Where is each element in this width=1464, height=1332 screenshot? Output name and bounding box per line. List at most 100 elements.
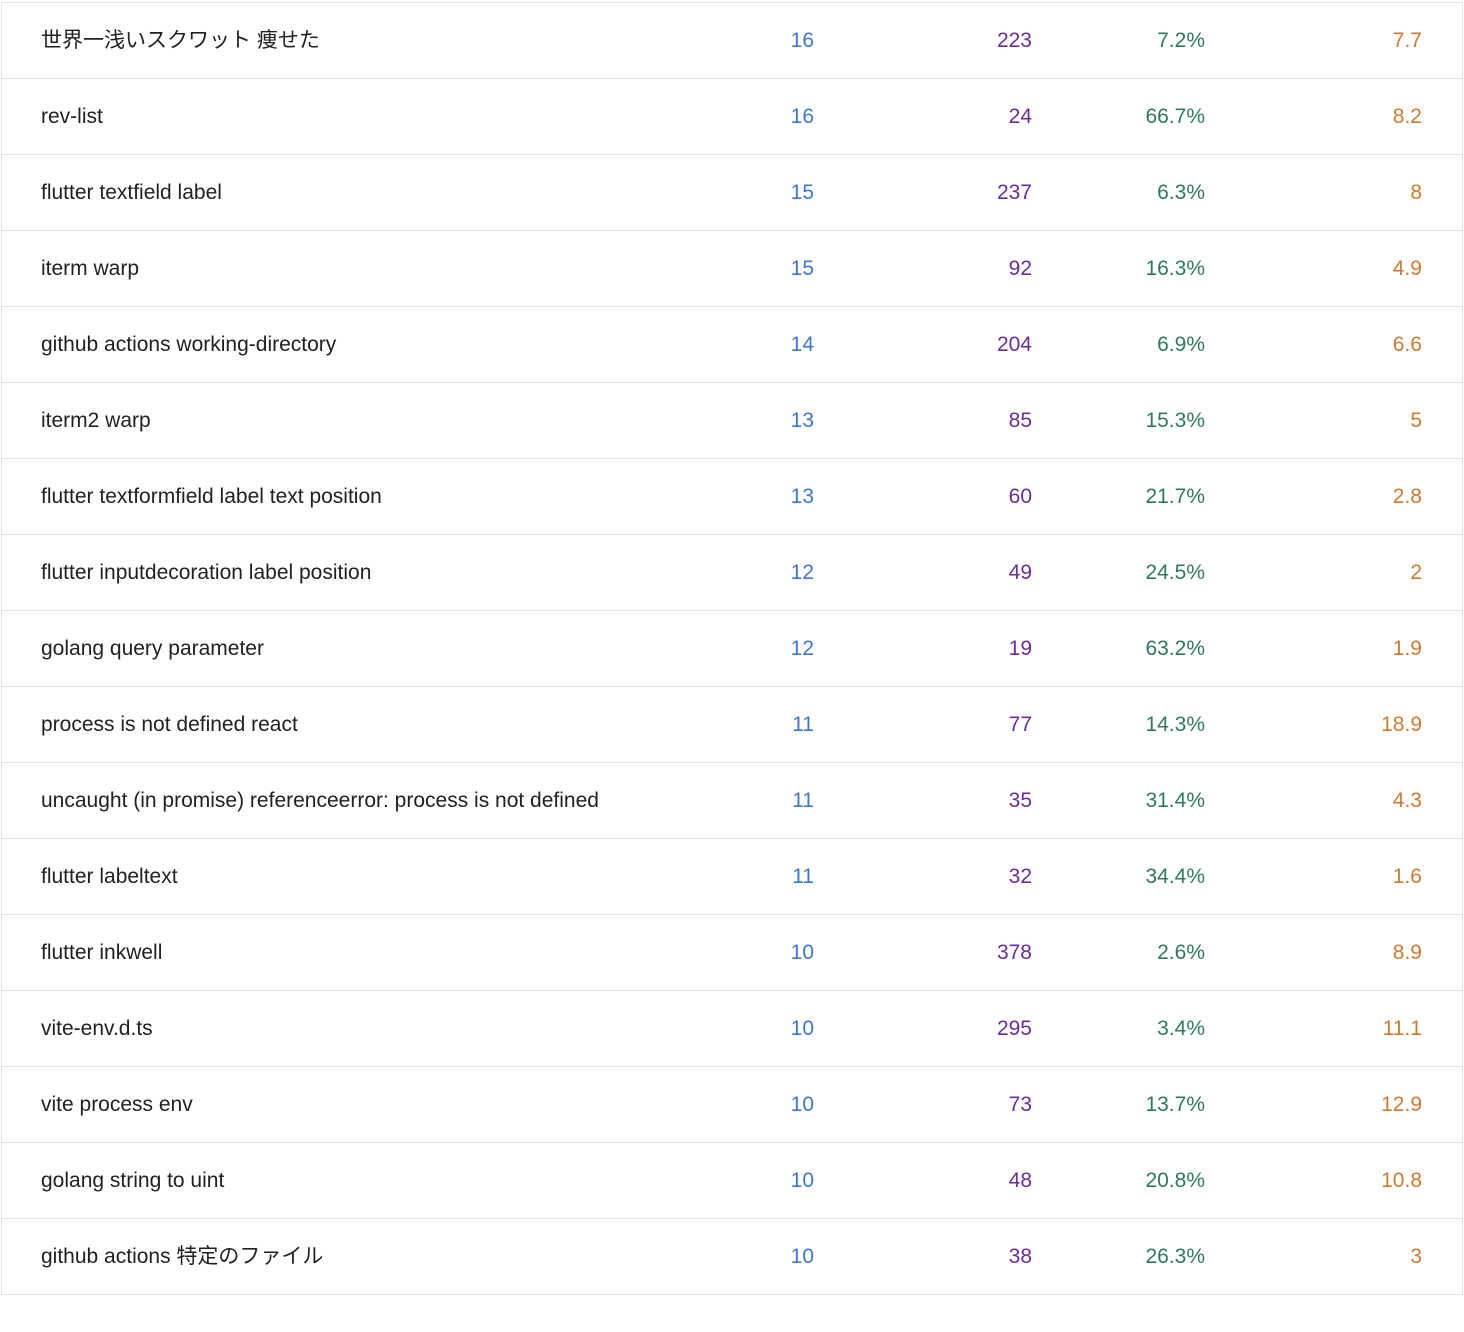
query-row[interactable]: flutter inputdecoration label position 12… bbox=[2, 534, 1462, 611]
position-cell: 2 bbox=[1205, 534, 1462, 611]
impressions-cell: 19 bbox=[814, 610, 1032, 687]
query-row[interactable]: rev-list 16 24 66.7% 8.2 bbox=[2, 78, 1462, 155]
query-cell: flutter textfield label bbox=[2, 154, 602, 231]
ctr-cell: 63.2% bbox=[1032, 610, 1205, 687]
impressions-cell: 48 bbox=[814, 1142, 1032, 1219]
query-table: 世界一浅いスクワット 痩せた 16 223 7.2% 7.7 rev-list 16 24 66… bbox=[1, 2, 1463, 1295]
ctr-cell: 2.6% bbox=[1032, 914, 1205, 991]
impressions-cell: 38 bbox=[814, 1218, 1032, 1295]
impressions-cell: 49 bbox=[814, 534, 1032, 611]
query-cell: process is not defined react bbox=[2, 686, 602, 763]
impressions-cell: 204 bbox=[814, 306, 1032, 383]
query-row[interactable]: vite-env.d.ts 10 295 3.4% 11.1 bbox=[2, 990, 1462, 1067]
ctr-cell: 26.3% bbox=[1032, 1218, 1205, 1295]
query-row[interactable]: vite process env 10 73 13.7% 12.9 bbox=[2, 1066, 1462, 1143]
position-cell: 2.8 bbox=[1205, 458, 1462, 535]
impressions-cell: 92 bbox=[814, 230, 1032, 307]
query-cell: rev-list bbox=[2, 78, 602, 155]
impressions-cell: 77 bbox=[814, 686, 1032, 763]
ctr-cell: 14.3% bbox=[1032, 686, 1205, 763]
impressions-cell: 295 bbox=[814, 990, 1032, 1067]
clicks-cell: 10 bbox=[602, 1142, 814, 1219]
position-cell: 4.3 bbox=[1205, 762, 1462, 839]
ctr-cell: 20.8% bbox=[1032, 1142, 1205, 1219]
query-row[interactable]: iterm warp 15 92 16.3% 4.9 bbox=[2, 230, 1462, 307]
query-cell: golang string to uint bbox=[2, 1142, 602, 1219]
query-row[interactable]: iterm2 warp 13 85 15.3% 5 bbox=[2, 382, 1462, 459]
impressions-cell: 35 bbox=[814, 762, 1032, 839]
ctr-cell: 34.4% bbox=[1032, 838, 1205, 915]
query-row[interactable]: github actions 特定のファイル 10 38 26.3% 3 bbox=[2, 1218, 1462, 1295]
ctr-cell: 21.7% bbox=[1032, 458, 1205, 535]
clicks-cell: 12 bbox=[602, 534, 814, 611]
position-cell: 1.9 bbox=[1205, 610, 1462, 687]
position-cell: 1.6 bbox=[1205, 838, 1462, 915]
position-cell: 10.8 bbox=[1205, 1142, 1462, 1219]
ctr-cell: 6.3% bbox=[1032, 154, 1205, 231]
query-row[interactable]: golang string to uint 10 48 20.8% 10.8 bbox=[2, 1142, 1462, 1219]
position-cell: 4.9 bbox=[1205, 230, 1462, 307]
clicks-cell: 11 bbox=[602, 838, 814, 915]
ctr-cell: 13.7% bbox=[1032, 1066, 1205, 1143]
clicks-cell: 11 bbox=[602, 686, 814, 763]
query-cell: golang query parameter bbox=[2, 610, 602, 687]
impressions-cell: 85 bbox=[814, 382, 1032, 459]
query-row[interactable]: flutter labeltext 11 32 34.4% 1.6 bbox=[2, 838, 1462, 915]
ctr-cell: 66.7% bbox=[1032, 78, 1205, 155]
ctr-cell: 16.3% bbox=[1032, 230, 1205, 307]
query-cell: flutter inputdecoration label position bbox=[2, 534, 602, 611]
ctr-cell: 31.4% bbox=[1032, 762, 1205, 839]
query-row[interactable]: github actions working-directory 14 204 6.9… bbox=[2, 306, 1462, 383]
position-cell: 18.9 bbox=[1205, 686, 1462, 763]
query-cell: flutter textformfield label text positio… bbox=[2, 458, 602, 535]
table-body: 世界一浅いスクワット 痩せた 16 223 7.2% 7.7 rev-list 16 24 66… bbox=[2, 3, 1462, 1295]
table: 世界一浅いスクワット 痩せた 16 223 7.2% 7.7 rev-list 16 24 66… bbox=[2, 3, 1462, 1295]
query-row[interactable]: process is not defined react 11 77 14.3% 18.… bbox=[2, 686, 1462, 763]
impressions-cell: 73 bbox=[814, 1066, 1032, 1143]
ctr-cell: 6.9% bbox=[1032, 306, 1205, 383]
clicks-cell: 16 bbox=[602, 3, 814, 79]
position-cell: 3 bbox=[1205, 1218, 1462, 1295]
clicks-cell: 10 bbox=[602, 914, 814, 991]
ctr-cell: 7.2% bbox=[1032, 3, 1205, 79]
position-cell: 12.9 bbox=[1205, 1066, 1462, 1143]
impressions-cell: 237 bbox=[814, 154, 1032, 231]
position-cell: 11.1 bbox=[1205, 990, 1462, 1067]
query-row[interactable]: uncaught (in promise) referenceerror: pr… bbox=[2, 762, 1462, 839]
query-row[interactable]: flutter textfield label 15 237 6.3% 8 bbox=[2, 154, 1462, 231]
query-cell: vite-env.d.ts bbox=[2, 990, 602, 1067]
clicks-cell: 12 bbox=[602, 610, 814, 687]
query-cell: 世界一浅いスクワット 痩せた bbox=[2, 3, 602, 79]
query-cell: flutter inkwell bbox=[2, 914, 602, 991]
clicks-cell: 11 bbox=[602, 762, 814, 839]
query-row[interactable]: 世界一浅いスクワット 痩せた 16 223 7.2% 7.7 bbox=[2, 3, 1462, 79]
position-cell: 8.2 bbox=[1205, 78, 1462, 155]
query-cell: vite process env bbox=[2, 1066, 602, 1143]
clicks-cell: 10 bbox=[602, 1066, 814, 1143]
query-row[interactable]: flutter textformfield label text positio… bbox=[2, 458, 1462, 535]
clicks-cell: 13 bbox=[602, 382, 814, 459]
query-row[interactable]: golang query parameter 12 19 63.2% 1.9 bbox=[2, 610, 1462, 687]
clicks-cell: 10 bbox=[602, 1218, 814, 1295]
position-cell: 8 bbox=[1205, 154, 1462, 231]
query-cell: github actions working-directory bbox=[2, 306, 602, 383]
ctr-cell: 3.4% bbox=[1032, 990, 1205, 1067]
query-cell: github actions 特定のファイル bbox=[2, 1218, 602, 1295]
position-cell: 7.7 bbox=[1205, 3, 1462, 79]
position-cell: 5 bbox=[1205, 382, 1462, 459]
position-cell: 6.6 bbox=[1205, 306, 1462, 383]
impressions-cell: 32 bbox=[814, 838, 1032, 915]
impressions-cell: 378 bbox=[814, 914, 1032, 991]
position-cell: 8.9 bbox=[1205, 914, 1462, 991]
clicks-cell: 16 bbox=[602, 78, 814, 155]
query-row[interactable]: flutter inkwell 10 378 2.6% 8.9 bbox=[2, 914, 1462, 991]
query-cell: iterm2 warp bbox=[2, 382, 602, 459]
query-cell: iterm warp bbox=[2, 230, 602, 307]
query-cell: flutter labeltext bbox=[2, 838, 602, 915]
clicks-cell: 14 bbox=[602, 306, 814, 383]
impressions-cell: 223 bbox=[814, 3, 1032, 79]
clicks-cell: 10 bbox=[602, 990, 814, 1067]
ctr-cell: 24.5% bbox=[1032, 534, 1205, 611]
impressions-cell: 24 bbox=[814, 78, 1032, 155]
